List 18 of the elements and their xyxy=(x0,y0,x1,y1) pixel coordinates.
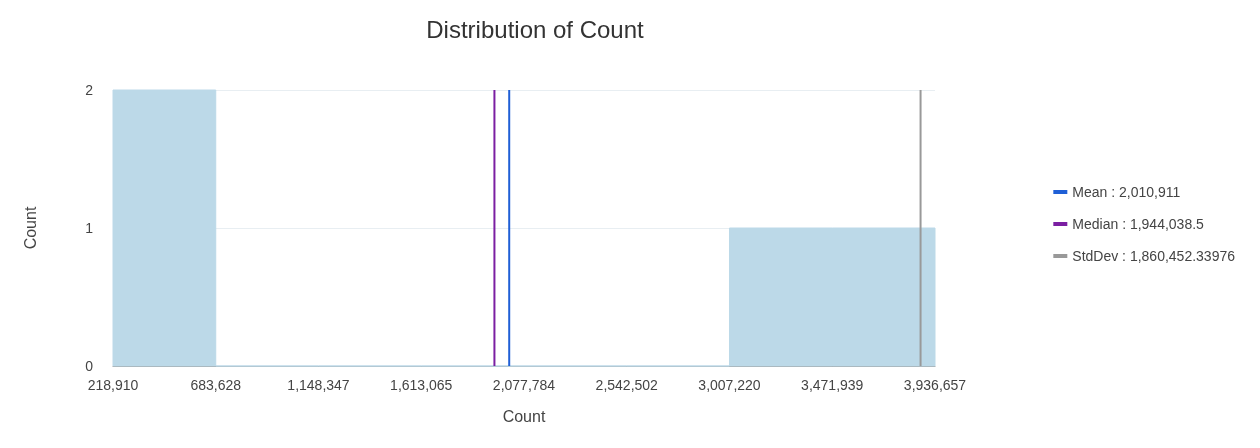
x-tick-label: 1,613,065 xyxy=(390,377,453,393)
y-axis-title: Count xyxy=(21,206,39,250)
x-tick-label: 2,542,502 xyxy=(595,377,659,393)
x-tick-label: 3,936,657 xyxy=(903,377,967,393)
x-tick-label: 3,007,220 xyxy=(698,377,761,393)
legend-label: Mean : 2,010,911 xyxy=(1072,184,1181,200)
x-tick-label: 2,077,784 xyxy=(492,377,556,393)
y-tick-label: 1 xyxy=(85,220,94,236)
legend-label: Median : 1,944,038.5 xyxy=(1072,216,1205,232)
x-tick-label: 3,471,939 xyxy=(801,377,864,393)
legend-label: StdDev : 1,860,452.33976 xyxy=(1072,248,1236,264)
x-axis-title: Count xyxy=(502,407,546,425)
x-tick-label: 683,628 xyxy=(190,377,242,393)
y-tick-label: 2 xyxy=(85,82,94,98)
y-tick-label: 0 xyxy=(85,358,94,374)
x-tick-label: 1,148,347 xyxy=(287,377,350,393)
x-tick-label: 218,910 xyxy=(87,377,139,393)
chart-title: Distribution of Count xyxy=(426,15,645,43)
